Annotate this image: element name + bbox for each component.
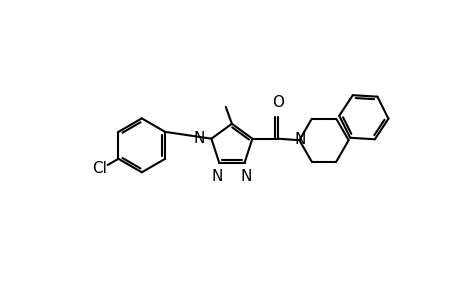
Text: N: N (294, 132, 305, 147)
Text: N: N (212, 169, 223, 184)
Text: O: O (271, 95, 283, 110)
Text: N: N (193, 131, 205, 146)
Text: Cl: Cl (92, 160, 107, 175)
Text: N: N (240, 169, 251, 184)
